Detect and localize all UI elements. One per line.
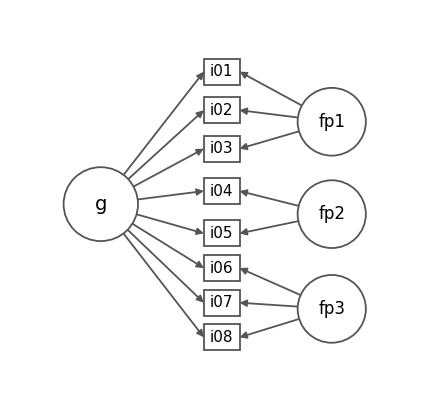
Text: i02: i02 — [210, 103, 233, 118]
Text: fp2: fp2 — [318, 205, 345, 223]
FancyBboxPatch shape — [204, 290, 240, 316]
Text: i05: i05 — [210, 226, 233, 241]
Circle shape — [298, 88, 366, 156]
Text: g: g — [95, 195, 107, 214]
FancyBboxPatch shape — [204, 59, 240, 85]
Text: i08: i08 — [210, 330, 233, 345]
FancyBboxPatch shape — [204, 178, 240, 204]
FancyBboxPatch shape — [204, 136, 240, 162]
Text: i07: i07 — [210, 295, 233, 310]
FancyBboxPatch shape — [204, 97, 240, 123]
Text: fp3: fp3 — [318, 300, 345, 318]
Text: i03: i03 — [210, 141, 233, 156]
Text: fp1: fp1 — [318, 113, 345, 131]
Circle shape — [64, 167, 138, 241]
Text: i06: i06 — [210, 260, 233, 275]
FancyBboxPatch shape — [204, 255, 240, 281]
Circle shape — [298, 180, 366, 248]
Text: i01: i01 — [210, 64, 233, 79]
FancyBboxPatch shape — [204, 220, 240, 247]
Text: i04: i04 — [210, 183, 233, 198]
FancyBboxPatch shape — [204, 324, 240, 350]
Circle shape — [298, 275, 366, 343]
